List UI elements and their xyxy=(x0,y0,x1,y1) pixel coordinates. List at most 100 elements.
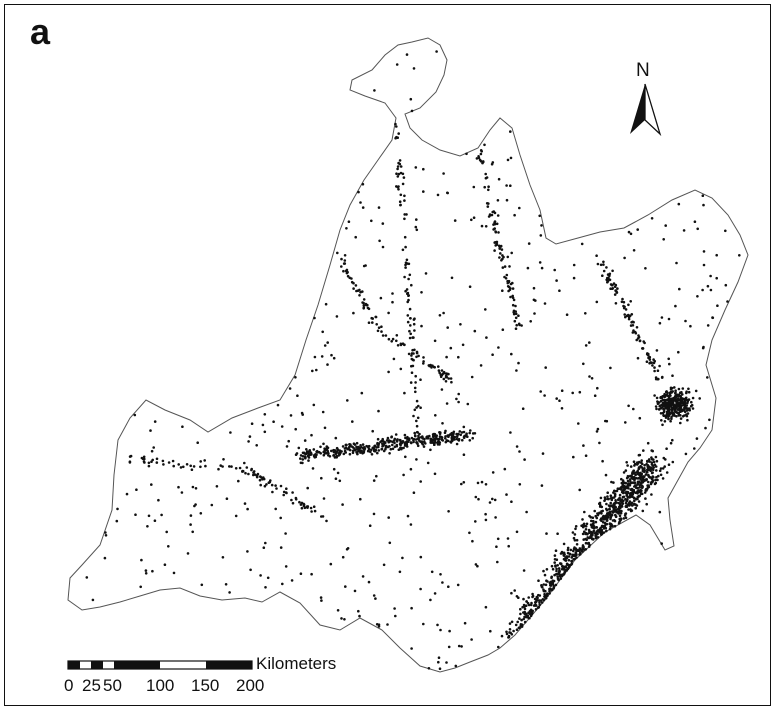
point-marker xyxy=(561,564,564,568)
point-marker xyxy=(602,260,605,264)
point-marker xyxy=(332,356,336,360)
point-marker xyxy=(362,304,366,307)
point-marker xyxy=(696,227,699,231)
point-marker xyxy=(632,407,635,411)
point-marker xyxy=(306,486,310,490)
point-marker xyxy=(272,420,275,424)
point-marker xyxy=(486,205,490,208)
point-marker xyxy=(654,481,658,485)
point-marker xyxy=(602,518,606,521)
point-marker xyxy=(237,479,240,483)
point-marker xyxy=(436,623,439,627)
point-marker xyxy=(299,503,303,506)
point-marker xyxy=(135,488,138,492)
point-marker xyxy=(715,276,718,280)
point-marker xyxy=(557,578,560,582)
point-marker xyxy=(578,551,582,554)
point-marker xyxy=(301,461,304,465)
point-marker xyxy=(557,572,560,576)
point-marker xyxy=(340,617,343,620)
point-marker xyxy=(302,504,306,508)
point-marker xyxy=(496,537,500,541)
point-marker xyxy=(623,256,626,260)
point-marker xyxy=(623,488,626,491)
point-marker xyxy=(556,532,559,535)
point-marker xyxy=(543,302,547,305)
point-marker xyxy=(663,420,667,423)
point-marker xyxy=(495,545,498,548)
point-marker xyxy=(552,587,555,590)
point-marker xyxy=(507,634,511,638)
point-marker xyxy=(595,254,598,257)
point-marker xyxy=(413,386,417,390)
point-marker xyxy=(388,440,391,444)
point-marker xyxy=(448,629,451,633)
point-marker xyxy=(313,316,316,320)
point-marker xyxy=(575,543,579,546)
point-marker xyxy=(631,492,635,496)
point-marker xyxy=(658,469,662,473)
point-marker xyxy=(345,227,348,230)
point-marker xyxy=(562,542,566,546)
point-marker xyxy=(562,566,566,569)
point-marker xyxy=(584,541,588,545)
point-marker xyxy=(410,109,414,113)
point-marker xyxy=(247,472,250,476)
point-marker xyxy=(372,512,376,516)
point-marker xyxy=(609,494,613,498)
point-marker xyxy=(551,567,555,571)
point-marker xyxy=(649,361,652,364)
point-marker xyxy=(643,464,646,467)
point-marker xyxy=(528,612,532,616)
point-marker xyxy=(702,250,706,253)
point-marker xyxy=(628,482,631,486)
point-marker xyxy=(506,537,510,540)
point-marker xyxy=(604,498,607,501)
point-marker xyxy=(333,456,337,459)
point-marker xyxy=(648,358,652,361)
point-marker xyxy=(543,394,546,397)
point-marker xyxy=(586,533,589,536)
point-marker xyxy=(275,487,278,490)
point-marker xyxy=(541,585,544,589)
point-marker xyxy=(658,404,662,407)
point-marker xyxy=(582,362,585,366)
point-marker xyxy=(689,324,692,328)
point-marker xyxy=(517,596,520,599)
point-marker xyxy=(619,499,622,503)
point-marker xyxy=(450,431,454,435)
point-marker xyxy=(406,320,410,324)
point-marker xyxy=(433,443,436,447)
point-marker xyxy=(433,366,437,369)
point-marker xyxy=(603,525,606,529)
point-marker xyxy=(624,481,628,485)
point-marker xyxy=(413,317,416,321)
point-marker xyxy=(484,225,488,228)
point-marker xyxy=(403,217,406,221)
point-marker xyxy=(625,493,629,496)
point-marker xyxy=(270,483,274,487)
point-marker xyxy=(652,475,655,479)
point-marker xyxy=(474,520,477,523)
point-marker xyxy=(593,509,596,513)
point-marker xyxy=(562,568,566,571)
point-marker xyxy=(336,251,339,255)
point-marker xyxy=(679,410,682,414)
point-marker xyxy=(668,362,671,366)
point-marker xyxy=(147,514,151,518)
point-marker xyxy=(147,464,151,468)
point-marker xyxy=(410,441,413,445)
point-marker xyxy=(459,433,463,437)
point-marker xyxy=(517,322,521,326)
point-marker xyxy=(399,165,403,168)
point-marker xyxy=(540,601,544,604)
point-marker xyxy=(450,276,454,280)
point-marker xyxy=(632,249,636,252)
point-marker xyxy=(285,445,289,448)
point-marker xyxy=(601,459,604,463)
point-marker xyxy=(391,443,394,447)
point-marker xyxy=(668,391,672,395)
point-marker xyxy=(512,629,515,633)
point-marker xyxy=(523,620,527,624)
point-marker xyxy=(644,267,647,270)
